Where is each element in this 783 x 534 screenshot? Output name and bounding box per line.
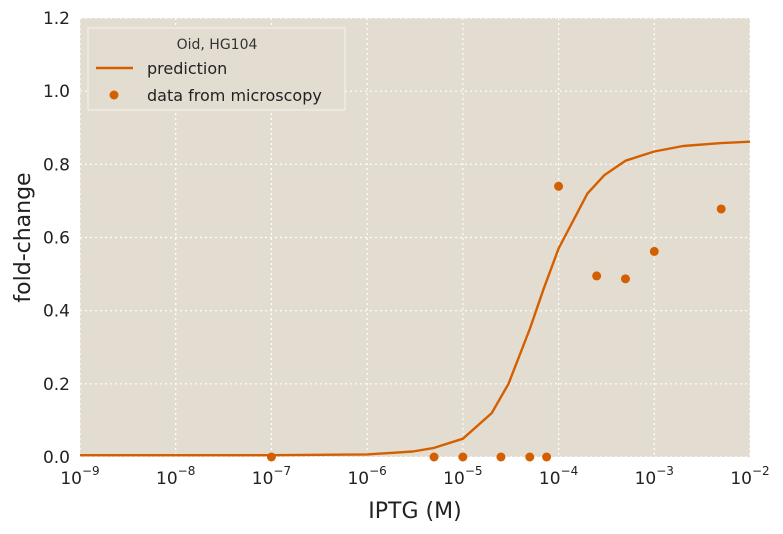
data-point bbox=[496, 452, 506, 462]
data-point bbox=[649, 246, 659, 256]
y-tick-label: 0.2 bbox=[43, 375, 70, 395]
x-tick-label: 10−2 bbox=[730, 464, 769, 489]
y-tick-label: 0.6 bbox=[43, 229, 70, 249]
x-tick-label: 10−7 bbox=[252, 464, 291, 489]
legend-title: Oid, HG104 bbox=[177, 37, 258, 53]
data-point bbox=[554, 181, 564, 191]
x-tick-label: 10−4 bbox=[539, 464, 578, 489]
x-tick-labels: 10−9 10−8 10−7 10−6 10−5 10−4 10−3 10−2 bbox=[60, 464, 769, 489]
y-tick-label: 0.8 bbox=[43, 155, 70, 175]
x-tick-label: 10−9 bbox=[60, 464, 99, 489]
y-tick-label: 0.4 bbox=[43, 302, 70, 322]
legend: Oid, HG104 prediction data from microsco… bbox=[87, 27, 346, 111]
data-point bbox=[458, 452, 468, 462]
data-point bbox=[266, 452, 276, 462]
legend-entry-prediction: prediction bbox=[147, 59, 227, 78]
x-tick-label: 10−5 bbox=[443, 464, 482, 489]
x-axis-label: IPTG (M) bbox=[368, 499, 461, 524]
data-point bbox=[429, 452, 439, 462]
prediction-series bbox=[80, 140, 751, 457]
legend-marker-swatch bbox=[109, 90, 119, 100]
y-tick-label: 1.2 bbox=[43, 9, 70, 29]
y-tick-label: 1.0 bbox=[43, 82, 70, 102]
data-point bbox=[620, 274, 630, 284]
x-tick-label: 10−3 bbox=[635, 464, 674, 489]
data-point bbox=[542, 452, 552, 462]
y-tick-label: 0.0 bbox=[43, 448, 70, 468]
x-tick-label: 10−8 bbox=[156, 464, 195, 489]
data-point bbox=[592, 271, 602, 281]
data-point bbox=[525, 452, 535, 462]
y-axis-label: fold-change bbox=[11, 172, 36, 302]
prediction-line bbox=[80, 140, 751, 457]
y-tick-labels: 0.0 0.2 0.4 0.6 0.8 1.0 1.2 bbox=[43, 9, 70, 468]
microscopy-data-series bbox=[266, 181, 726, 462]
legend-entry-microscopy: data from microscopy bbox=[147, 86, 322, 105]
data-point bbox=[716, 204, 726, 214]
gridlines bbox=[79, 17, 751, 458]
x-tick-label: 10−6 bbox=[347, 464, 386, 489]
